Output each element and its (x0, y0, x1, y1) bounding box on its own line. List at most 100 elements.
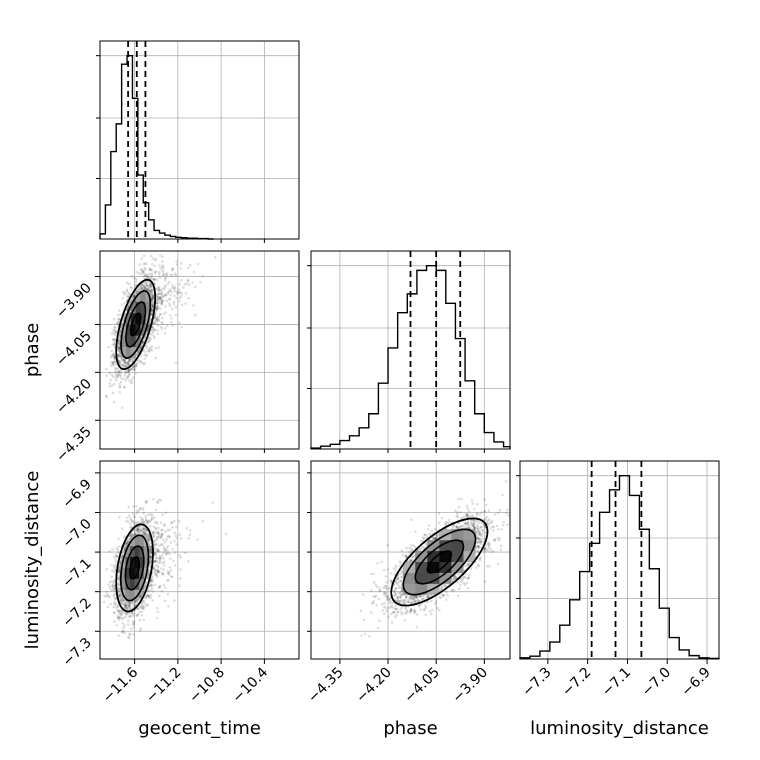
sample-point (110, 563, 114, 567)
sample-point (143, 532, 147, 535)
sample-point (121, 622, 124, 625)
sample-point (125, 308, 128, 312)
sample-point (158, 555, 162, 558)
sample-point (135, 614, 139, 618)
sample-point (118, 346, 121, 350)
sample-point (151, 513, 154, 517)
sample-point (144, 501, 148, 504)
sample-point (164, 311, 168, 314)
sample-point (162, 273, 165, 277)
sample-point (132, 622, 136, 626)
sample-point (162, 557, 165, 560)
sample-point (159, 535, 163, 538)
sample-point (148, 585, 152, 588)
sample-point (151, 294, 154, 298)
sample-point (166, 535, 169, 538)
sample-point (146, 287, 150, 291)
sample-point (144, 519, 147, 522)
sample-point (120, 406, 124, 410)
sample-point (148, 538, 151, 542)
sample-point (163, 293, 167, 296)
sample-point (113, 597, 117, 601)
sample-point (145, 529, 149, 533)
sample-point (169, 293, 173, 297)
sample-point (145, 288, 149, 292)
sample-point (167, 302, 171, 305)
sample-point (179, 537, 183, 540)
sample-point (126, 361, 130, 365)
sample-point (157, 295, 160, 299)
sample-point (146, 288, 150, 292)
sample-point (158, 559, 162, 563)
sample-point (111, 548, 114, 551)
sample-point (136, 287, 140, 291)
sample-point (117, 578, 121, 581)
sample-point (132, 295, 135, 299)
sample-point (144, 596, 148, 599)
sample-point (164, 305, 167, 308)
sample-point (153, 316, 156, 319)
sample-point (115, 379, 118, 382)
sample-point (160, 303, 163, 306)
sample-point (132, 523, 136, 527)
sample-point (140, 257, 143, 260)
density-cell (125, 324, 131, 336)
sample-point (120, 613, 123, 617)
sample-point (144, 514, 148, 518)
sample-point (145, 276, 149, 279)
sample-point (128, 604, 131, 607)
sample-point (159, 325, 163, 329)
sample-point (123, 359, 126, 362)
sample-point (95, 369, 98, 372)
sample-point (159, 292, 163, 296)
sample-point (148, 544, 151, 548)
sample-point (144, 287, 147, 291)
sample-point (189, 264, 192, 267)
sample-point (133, 601, 136, 605)
sample-point (155, 317, 158, 320)
sample-point (185, 527, 189, 530)
sample-point (133, 528, 136, 532)
sample-point (166, 572, 170, 575)
sample-point (178, 321, 181, 325)
sample-point (149, 524, 152, 528)
sample-point (107, 346, 111, 349)
sample-point (118, 516, 121, 519)
sample-point (108, 382, 112, 385)
sample-point (156, 315, 159, 319)
sample-point (116, 616, 120, 620)
sample-point (157, 544, 161, 547)
panel-frame (99, 40, 300, 240)
sample-point (122, 603, 125, 607)
sample-point (157, 549, 160, 552)
sample-point (137, 607, 140, 610)
sample-point (160, 290, 164, 293)
sample-point (130, 520, 134, 523)
sample-point (115, 555, 118, 558)
sample-point (148, 594, 151, 598)
sample-point (211, 501, 214, 504)
sample-point (127, 615, 130, 619)
sample-point (153, 521, 157, 524)
density-cell (130, 346, 136, 358)
sample-point (150, 302, 154, 305)
sample-point (172, 300, 176, 304)
sample-point (179, 267, 183, 270)
sample-point (157, 301, 161, 304)
sample-point (127, 304, 130, 307)
sample-point (144, 285, 147, 289)
sample-point (161, 528, 164, 532)
sample-point (133, 604, 136, 607)
sample-point (111, 584, 114, 587)
sample-point (126, 370, 129, 373)
sample-point (139, 595, 142, 598)
sample-point (117, 618, 121, 621)
sample-point (143, 283, 146, 287)
sample-point (116, 346, 120, 349)
sample-point (147, 513, 150, 517)
sample-point (151, 296, 154, 300)
sample-point (132, 365, 135, 368)
sample-point (135, 278, 138, 281)
sample-point (127, 605, 130, 608)
sample-point (142, 340, 145, 343)
